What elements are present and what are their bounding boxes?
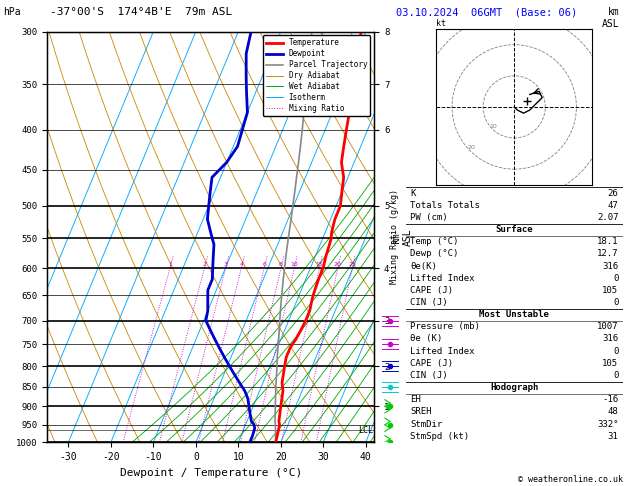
Text: 8: 8 <box>279 262 283 267</box>
Legend: Temperature, Dewpoint, Parcel Trajectory, Dry Adiabat, Wet Adiabat, Isotherm, Mi: Temperature, Dewpoint, Parcel Trajectory… <box>263 35 370 116</box>
Text: Hodograph: Hodograph <box>490 383 538 392</box>
Text: 31: 31 <box>608 432 618 441</box>
Text: K: K <box>410 189 415 198</box>
Y-axis label: km
ASL: km ASL <box>391 228 413 246</box>
Text: Lifted Index: Lifted Index <box>410 347 474 356</box>
Text: 0: 0 <box>613 347 618 356</box>
Text: 20: 20 <box>334 262 342 267</box>
Text: 316: 316 <box>602 261 618 271</box>
Text: CIN (J): CIN (J) <box>410 298 448 307</box>
Text: kt: kt <box>437 19 447 28</box>
Text: 0: 0 <box>613 298 618 307</box>
Text: Pressure (mb): Pressure (mb) <box>410 322 480 331</box>
Text: StmSpd (kt): StmSpd (kt) <box>410 432 469 441</box>
Text: 316: 316 <box>602 334 618 344</box>
Text: © weatheronline.co.uk: © weatheronline.co.uk <box>518 474 623 484</box>
Text: km
ASL: km ASL <box>602 7 620 29</box>
Text: 1: 1 <box>168 262 172 267</box>
Text: CIN (J): CIN (J) <box>410 371 448 380</box>
Text: Surface: Surface <box>496 225 533 234</box>
Text: 18.1: 18.1 <box>597 237 618 246</box>
Text: 25: 25 <box>348 262 356 267</box>
Text: 4: 4 <box>240 262 243 267</box>
Text: -37°00'S  174°4B'E  79m ASL: -37°00'S 174°4B'E 79m ASL <box>50 7 233 17</box>
Text: 12.7: 12.7 <box>597 249 618 259</box>
X-axis label: Dewpoint / Temperature (°C): Dewpoint / Temperature (°C) <box>120 468 302 478</box>
Text: LCL: LCL <box>358 426 373 434</box>
Text: Dewp (°C): Dewp (°C) <box>410 249 459 259</box>
Text: EH: EH <box>410 395 421 404</box>
Text: 15: 15 <box>316 262 323 267</box>
Text: CAPE (J): CAPE (J) <box>410 286 453 295</box>
Text: StmDir: StmDir <box>410 419 442 429</box>
Text: 1007: 1007 <box>597 322 618 331</box>
Text: 0: 0 <box>613 274 618 283</box>
Text: 332°: 332° <box>597 419 618 429</box>
Text: Temp (°C): Temp (°C) <box>410 237 459 246</box>
Text: 03.10.2024  06GMT  (Base: 06): 03.10.2024 06GMT (Base: 06) <box>396 7 577 17</box>
Text: CAPE (J): CAPE (J) <box>410 359 453 368</box>
Text: SREH: SREH <box>410 407 431 417</box>
Text: 3: 3 <box>224 262 228 267</box>
Text: 6: 6 <box>262 262 266 267</box>
Text: -16: -16 <box>602 395 618 404</box>
Text: θe (K): θe (K) <box>410 334 442 344</box>
Text: θe(K): θe(K) <box>410 261 437 271</box>
Text: 105: 105 <box>602 359 618 368</box>
Text: 10: 10 <box>489 124 497 129</box>
Text: 47: 47 <box>608 201 618 210</box>
Text: PW (cm): PW (cm) <box>410 213 448 222</box>
Text: 2: 2 <box>203 262 206 267</box>
Text: 48: 48 <box>608 407 618 417</box>
Text: 10: 10 <box>291 262 298 267</box>
Text: Mixing Ratio (g/kg): Mixing Ratio (g/kg) <box>390 190 399 284</box>
Text: Most Unstable: Most Unstable <box>479 310 549 319</box>
Text: 2.07: 2.07 <box>597 213 618 222</box>
Text: Lifted Index: Lifted Index <box>410 274 474 283</box>
Text: 0: 0 <box>613 371 618 380</box>
Text: 105: 105 <box>602 286 618 295</box>
Text: Totals Totals: Totals Totals <box>410 201 480 210</box>
Text: 26: 26 <box>608 189 618 198</box>
Text: hPa: hPa <box>3 7 21 17</box>
Text: 20: 20 <box>468 145 476 150</box>
